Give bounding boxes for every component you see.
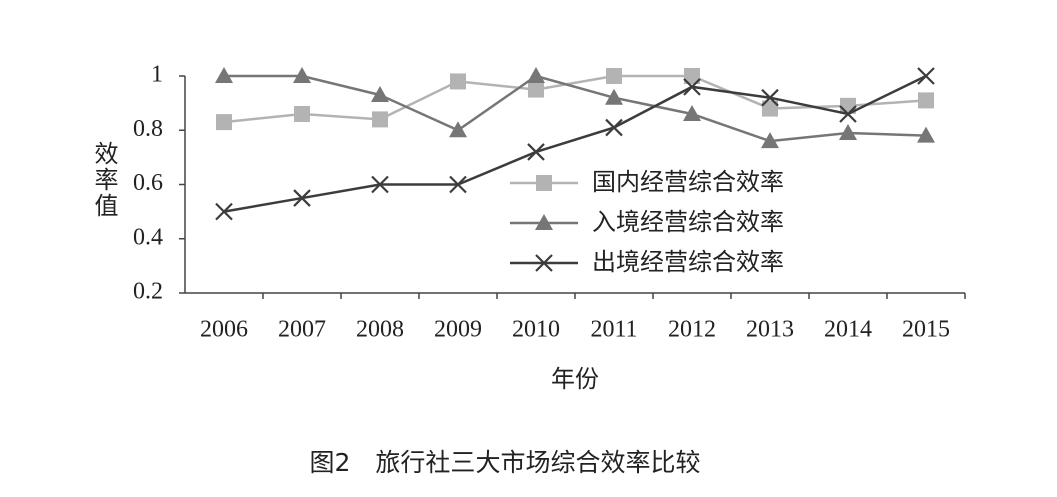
point [761, 88, 779, 107]
x-tick-label: 2010 [512, 317, 560, 343]
y-tick-label: 0.6 [133, 170, 163, 196]
point [683, 104, 701, 121]
x-tick-label: 2007 [278, 317, 326, 343]
x-tick-label: 2014 [824, 317, 872, 343]
legend-label: 国内经营综合效率 [592, 168, 784, 196]
point [605, 88, 623, 105]
point [917, 126, 935, 143]
point [527, 143, 545, 161]
legend-marker [536, 175, 552, 191]
legend-label: 出境经营综合效率 [592, 248, 784, 276]
point [449, 121, 467, 138]
series-line [223, 74, 927, 213]
point [917, 67, 935, 85]
point [215, 67, 233, 83]
y-axis-label: 效率值 [90, 141, 118, 219]
point [683, 78, 701, 96]
point [294, 105, 310, 122]
x-tick-label: 2006 [200, 317, 248, 343]
x-tick-label: 2015 [902, 317, 950, 343]
x-tick-label: 2013 [746, 317, 794, 343]
series-line [223, 74, 927, 124]
point [762, 100, 778, 117]
point [450, 73, 466, 90]
y-tick-label: 0.4 [133, 224, 163, 250]
point [216, 114, 232, 131]
point [839, 105, 857, 123]
y-tick-label: 1 [151, 62, 163, 88]
point [761, 132, 779, 149]
point [215, 202, 233, 221]
x-axis-label: 年份 [551, 365, 599, 393]
x-tick-label: 2011 [590, 317, 637, 343]
series-line [224, 74, 927, 143]
point [918, 92, 934, 109]
point [605, 118, 623, 137]
legend-marker [535, 214, 553, 230]
point [293, 189, 311, 207]
point [684, 68, 700, 84]
point [371, 85, 389, 102]
legend-label: 入境经营综合效率 [592, 208, 784, 236]
x-tick-label: 2008 [356, 317, 404, 343]
point [528, 81, 544, 98]
point [839, 123, 857, 140]
x-tick-label: 2012 [668, 317, 716, 343]
point [449, 175, 467, 194]
y-tick-label: 0.8 [133, 116, 163, 142]
y-tick-label: 0.2 [133, 279, 163, 305]
chart-caption: 图2 旅行社三大市场综合效率比较 [310, 448, 701, 477]
x-tick-label: 2009 [434, 317, 482, 343]
point [293, 67, 311, 83]
point [371, 175, 389, 194]
point [527, 67, 545, 83]
point [372, 111, 388, 128]
legend-marker [535, 254, 553, 272]
point [606, 68, 622, 84]
